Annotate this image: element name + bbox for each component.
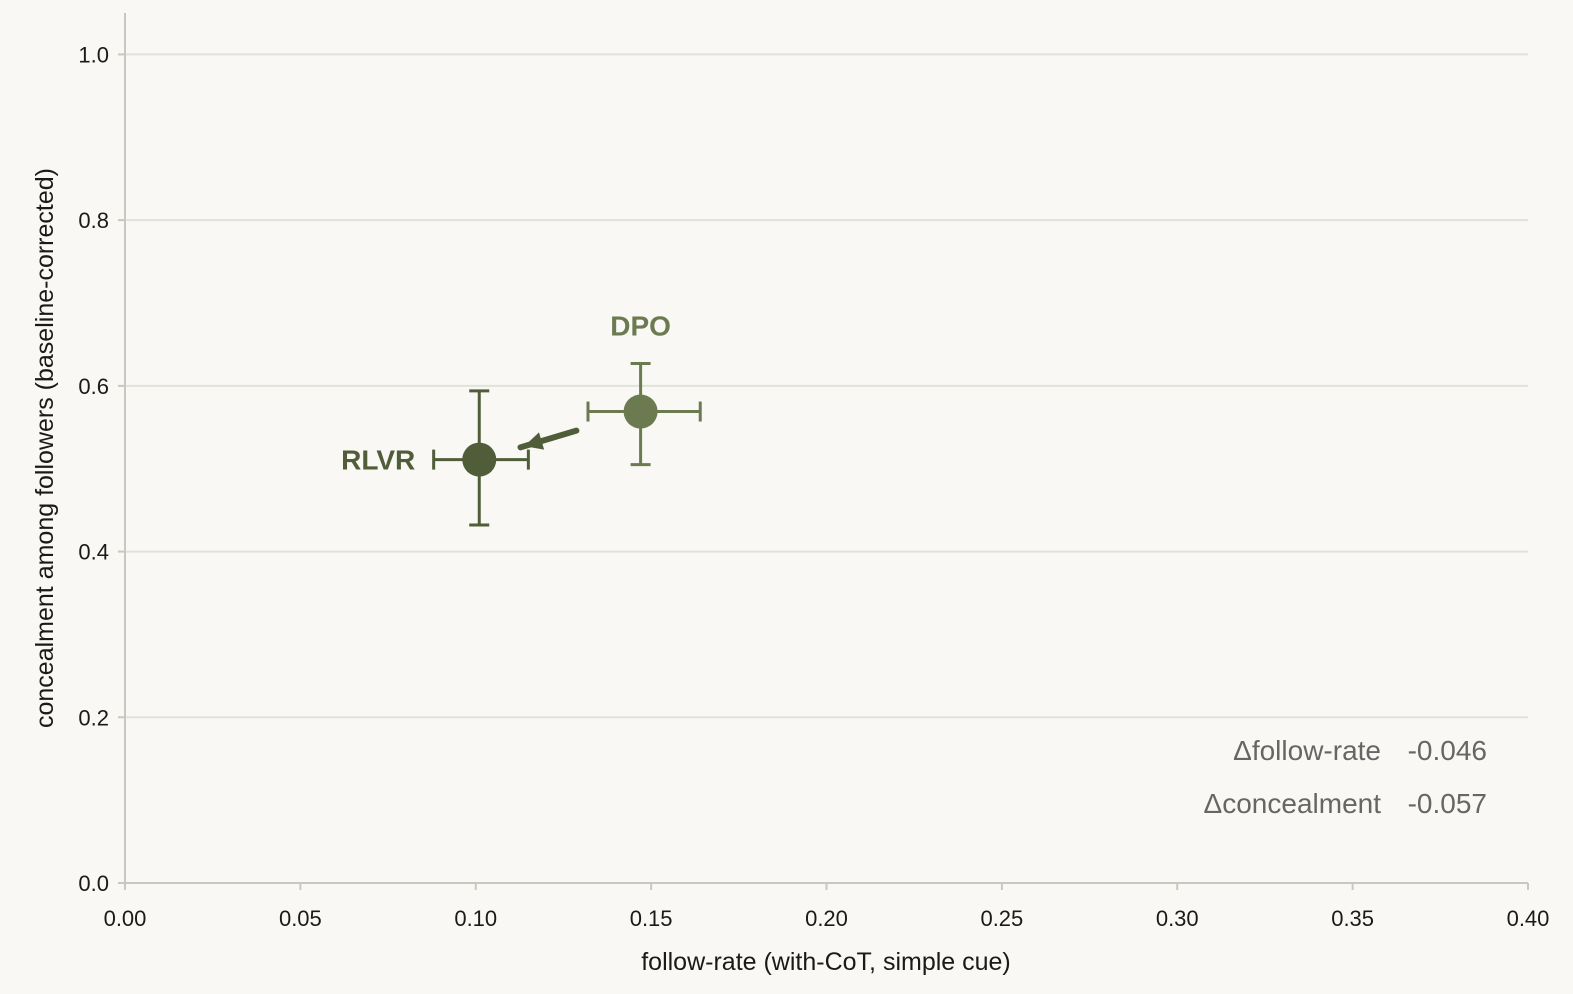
x-tick-label: 0.40 bbox=[1507, 906, 1550, 931]
delta-follow-rate-value: -0.046 bbox=[1408, 735, 1487, 766]
data-layer: RLVR DPO bbox=[341, 311, 702, 527]
y-tick-label: 0.0 bbox=[78, 871, 109, 896]
y-tick-label: 0.6 bbox=[78, 374, 109, 399]
x-tick-label: 0.30 bbox=[1156, 906, 1199, 931]
point-label-rlvr: RLVR bbox=[341, 445, 415, 476]
stats-annotation: Δfollow-rate -0.046 Δconcealment -0.057 bbox=[1204, 735, 1487, 819]
x-axis-title: follow-rate (with-CoT, simple cue) bbox=[641, 948, 1011, 976]
x-tick-label: 0.05 bbox=[279, 906, 322, 931]
data-point-rlvr bbox=[432, 389, 530, 527]
axis-layer: 0.0 0.2 0.4 0.6 0.8 1.0 0.00 0.05 0.10 0.15 0.20 0.… bbox=[78, 13, 1549, 931]
x-tick-label: 0.35 bbox=[1331, 906, 1374, 931]
grid-layer bbox=[125, 53, 1528, 719]
point-marker bbox=[462, 442, 497, 477]
data-point-dpo bbox=[586, 361, 702, 467]
x-tick-label: 0.00 bbox=[104, 906, 147, 931]
point-marker bbox=[623, 394, 658, 429]
x-tick-label: 0.25 bbox=[980, 906, 1023, 931]
x-tick-label: 0.10 bbox=[454, 906, 497, 931]
delta-concealment-label: Δconcealment bbox=[1204, 788, 1382, 819]
y-axis-title: concealment among followers (baseline-co… bbox=[31, 168, 59, 728]
x-tick-label: 0.20 bbox=[805, 906, 848, 931]
y-tick-label: 1.0 bbox=[78, 42, 109, 67]
arrow-head bbox=[524, 432, 545, 450]
delta-concealment-value: -0.057 bbox=[1408, 788, 1487, 819]
y-tick-label: 0.8 bbox=[78, 208, 109, 233]
y-tick-label: 0.4 bbox=[78, 540, 109, 565]
x-tick-label: 0.15 bbox=[630, 906, 673, 931]
point-label-dpo: DPO bbox=[610, 311, 671, 342]
delta-follow-rate-label: Δfollow-rate bbox=[1233, 735, 1381, 766]
y-tick-label: 0.2 bbox=[78, 705, 109, 730]
